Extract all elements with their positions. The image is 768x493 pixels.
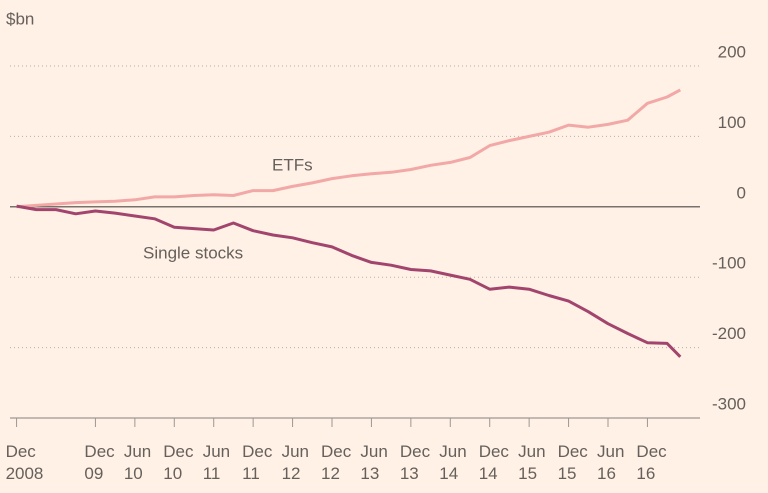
x-tick-label: Jun 12 bbox=[282, 442, 309, 483]
series-line bbox=[16, 88, 682, 209]
y-tick-label: 0 bbox=[737, 183, 746, 202]
x-tick-label: Dec 15 bbox=[558, 442, 589, 483]
series-line bbox=[16, 204, 682, 358]
y-tick-label: -100 bbox=[712, 254, 746, 273]
x-tick-label: Jun 13 bbox=[360, 442, 387, 483]
x-tick-label: Jun 16 bbox=[597, 442, 624, 483]
x-tick-label: Dec 09 bbox=[84, 442, 115, 483]
x-tick-label: Dec 11 bbox=[242, 442, 273, 483]
x-tick-label: Jun 11 bbox=[203, 442, 230, 483]
y-axis-label: $bn bbox=[6, 9, 34, 28]
x-tick-label: Jun 14 bbox=[439, 442, 466, 483]
x-tick-label: Dec 13 bbox=[400, 442, 431, 483]
y-tick-label: 200 bbox=[718, 42, 746, 61]
x-tick-label: Dec 12 bbox=[321, 442, 352, 483]
x-tick-label: Dec 14 bbox=[479, 442, 510, 483]
x-tick-label: Dec 2008 bbox=[6, 442, 44, 483]
y-tick-label: -200 bbox=[712, 324, 746, 343]
series-label: ETFs bbox=[272, 155, 313, 174]
y-tick-label: 100 bbox=[718, 113, 746, 132]
x-tick-label: Jun 15 bbox=[518, 442, 545, 483]
x-tick-label: Dec 16 bbox=[636, 442, 667, 483]
y-tick-label: -300 bbox=[712, 394, 746, 413]
series-label: Single stocks bbox=[143, 243, 243, 262]
x-tick-label: Dec 10 bbox=[163, 442, 194, 483]
x-tick-label: Jun 10 bbox=[124, 442, 151, 483]
